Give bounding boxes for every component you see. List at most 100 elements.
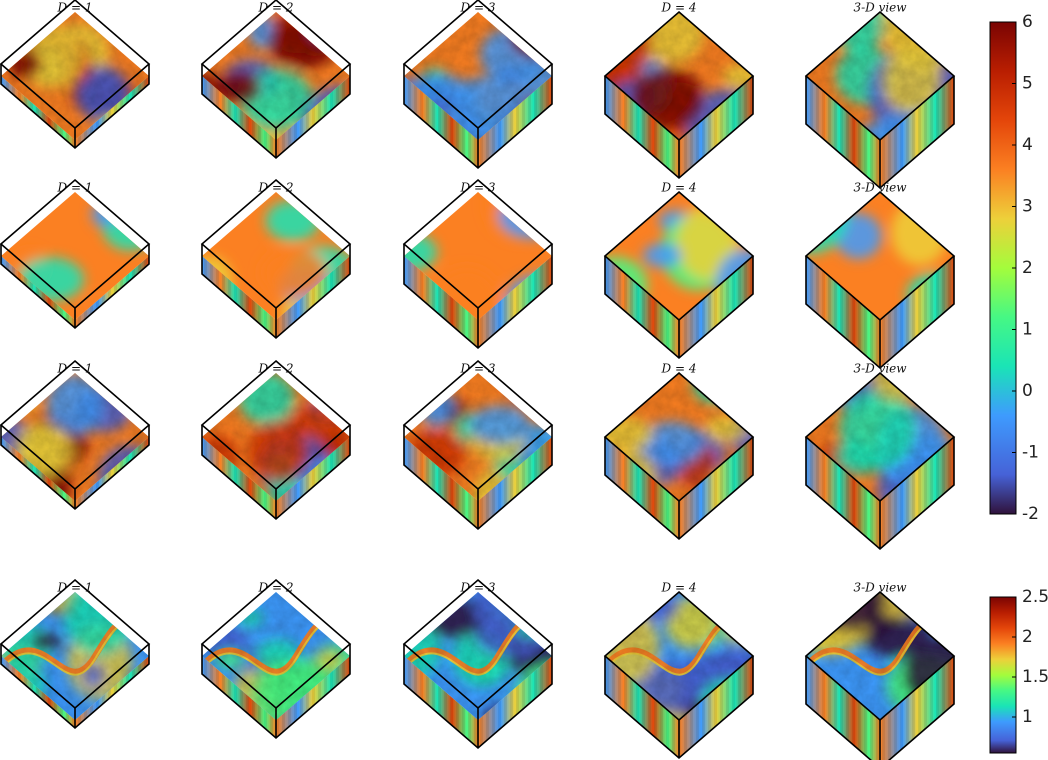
- panel-title: D = 4: [661, 581, 697, 595]
- slab-top-face: [202, 592, 350, 720]
- panel-row-4-col-3: D = 3: [402, 578, 554, 750]
- colorbar-tick-label: 2.5: [1022, 587, 1048, 607]
- colorbar-tick-label: 1.5: [1022, 667, 1048, 687]
- bounding-box-sides: [805, 656, 955, 760]
- colorbar-gradient: [989, 21, 1017, 515]
- slab-left-texture: [806, 656, 880, 760]
- panel-row-1-col-1: D = 1: [0, 0, 151, 150]
- colorbar-tick-label: 1: [1022, 707, 1033, 727]
- colorbar-tick-label: 3: [1022, 197, 1033, 217]
- slab-left-texture: [1, 76, 75, 148]
- slab-right-texture: [276, 256, 350, 338]
- slab-left-texture: [605, 256, 679, 358]
- panel-title: D = 4: [661, 362, 697, 376]
- panel-row-4-col-1: D = 1: [0, 578, 151, 730]
- panel-grid: D = 1 D = 2 D = 3 D = 4 3-D view D = 1 D = 2 D …: [0, 0, 956, 760]
- colorbar-bottom: 2.5 2 1.5 1: [989, 587, 1048, 754]
- panel-row-4-col-2: D = 2: [200, 578, 352, 740]
- slab-right-texture: [75, 76, 149, 148]
- panel-row-3-col-1: D = 1: [0, 359, 151, 511]
- slab-top-face: [1, 592, 149, 720]
- panel-title: D = 3: [460, 581, 496, 595]
- colorbar-tick-label: 1: [1022, 320, 1033, 340]
- panel-row-2-col-2: D = 2: [200, 178, 352, 340]
- colorbar-tick-label: 5: [1022, 74, 1033, 94]
- slab-top-face: [1, 12, 149, 140]
- slab-left-texture: [202, 656, 276, 738]
- slab-right-texture: [276, 76, 350, 158]
- panel-title: D = 3: [460, 362, 496, 376]
- slab-left-texture: [202, 76, 276, 158]
- panel-title: D = 4: [661, 1, 697, 15]
- slab-left-texture: [404, 256, 478, 348]
- panel-row-1-col-2: D = 2: [200, 0, 352, 160]
- slab-left-texture: [1, 656, 75, 728]
- panel-row-1-col-5: 3-D view: [804, 1, 956, 190]
- colorbar-tick-label: 6: [1022, 12, 1033, 32]
- panel-title: 3-D view: [853, 581, 907, 595]
- slab-right-texture: [478, 437, 552, 529]
- panel-row-3-col-2: D = 2: [200, 359, 352, 521]
- panel-row-4-col-5: 3-D view: [804, 581, 956, 760]
- slab-top-face: [1, 192, 149, 320]
- colorbar-tick-label: -2: [1022, 504, 1039, 524]
- colorbar-tick-label: 4: [1022, 135, 1033, 155]
- slab-right-texture: [75, 256, 149, 328]
- colorbar-tick-label: 2: [1022, 627, 1033, 647]
- panel-title: D = 2: [258, 581, 294, 595]
- panel-row-1-col-4: D = 4: [603, 1, 755, 180]
- slab-top-face: [605, 192, 753, 320]
- panel-row-2-col-3: D = 3: [402, 178, 554, 350]
- slab-right-texture: [75, 656, 149, 728]
- colorbar-gradient: [989, 596, 1017, 754]
- slab-left-texture: [605, 437, 679, 539]
- panel-title: D = 2: [258, 362, 294, 376]
- slab-right-texture: [478, 256, 552, 348]
- colorbar-tick-label: 2: [1022, 258, 1033, 278]
- slab-left-texture: [404, 656, 478, 748]
- slab-left-texture: [806, 256, 880, 368]
- panel-title: 3-D view: [853, 1, 907, 15]
- panel-row-2-col-4: D = 4: [603, 181, 755, 360]
- slab-right-texture: [276, 656, 350, 738]
- slab-right-texture: [679, 437, 753, 539]
- panel-title: D = 1: [57, 181, 93, 195]
- slab-left-texture: [202, 437, 276, 519]
- slab-right-texture: [276, 437, 350, 519]
- panel-row-4-col-4: D = 4: [603, 581, 755, 760]
- slab-right-texture: [478, 76, 552, 168]
- panel-row-3-col-3: D = 3: [402, 359, 554, 531]
- panel-title: D = 1: [57, 581, 93, 595]
- panel-title: D = 1: [57, 362, 93, 376]
- panel-row-2-col-1: D = 1: [0, 178, 151, 330]
- slab-left-texture: [605, 76, 679, 178]
- slab-right-texture: [880, 437, 954, 549]
- panel-title: D = 3: [460, 1, 496, 15]
- panel-title: 3-D view: [853, 362, 907, 376]
- slab-left-texture: [605, 656, 679, 758]
- slab-right-texture: [679, 656, 753, 758]
- slab-right-texture: [679, 76, 753, 178]
- slab-left-texture: [202, 256, 276, 338]
- panel-title: D = 2: [258, 181, 294, 195]
- slab-right-texture: [75, 437, 149, 509]
- panel-title: D = 3: [460, 181, 496, 195]
- panel-title: 3-D view: [853, 181, 907, 195]
- panel-row-2-col-5: 3-D view: [804, 181, 956, 370]
- colorbars: 6 5 4 3 2 1 0 -1 -2 2.5 2 1.5 1: [989, 12, 1048, 754]
- slab-left-texture: [1, 256, 75, 328]
- slab-right-texture: [880, 76, 954, 188]
- panel-title: D = 4: [661, 181, 697, 195]
- panel-row-3-col-4: D = 4: [603, 362, 755, 541]
- slab-left-texture: [806, 76, 880, 188]
- slab-left-texture: [404, 437, 478, 529]
- slab-left-texture: [1, 437, 75, 509]
- panel-row-3-col-5: 3-D view: [804, 362, 956, 551]
- slab-right-texture: [880, 256, 954, 368]
- slab-right-texture: [880, 656, 954, 760]
- slab-left-texture: [806, 437, 880, 549]
- panel-title: D = 1: [57, 1, 93, 15]
- slab-right-texture: [478, 656, 552, 748]
- slab-left-texture: [404, 76, 478, 168]
